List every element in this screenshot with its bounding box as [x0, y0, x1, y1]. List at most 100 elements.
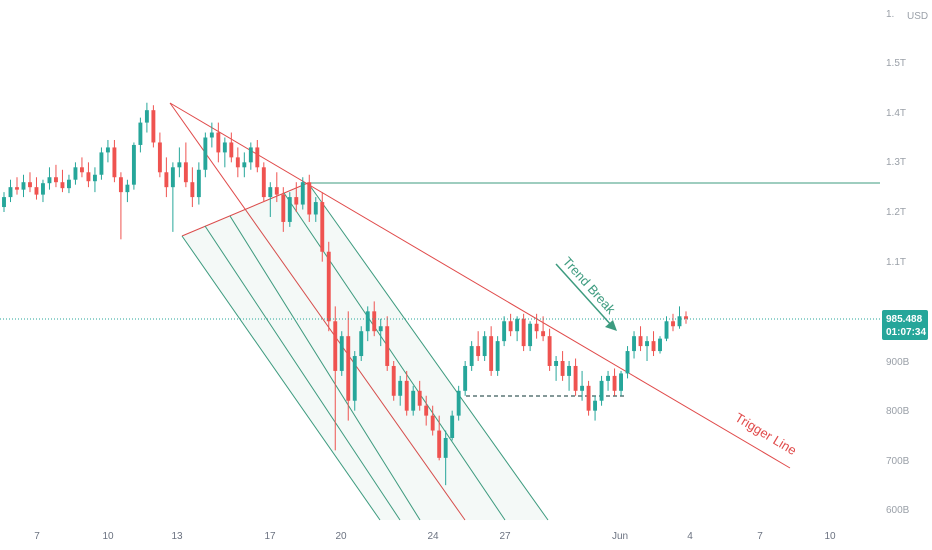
currency-label: USD	[907, 11, 928, 22]
candle	[41, 179, 45, 203]
x-tick-label: 20	[335, 531, 347, 542]
candle	[248, 142, 253, 170]
candle	[2, 192, 6, 212]
candle	[541, 316, 546, 342]
y-tick-label: 900B	[886, 357, 910, 368]
candle	[625, 346, 630, 379]
y-tick-label: 700B	[886, 456, 910, 467]
candle	[333, 306, 338, 451]
candle	[547, 328, 552, 371]
candle	[339, 331, 344, 376]
candle	[261, 162, 266, 203]
candle	[528, 321, 533, 352]
trigger-line-label: Trigger Line	[732, 410, 799, 458]
x-tick-label: 7	[757, 531, 763, 542]
candle	[437, 415, 442, 461]
candle	[430, 405, 435, 436]
candle	[34, 177, 39, 200]
candle	[521, 313, 526, 352]
candle	[398, 375, 403, 406]
x-tick-label: 4	[687, 531, 693, 542]
candle	[320, 192, 325, 262]
candle	[593, 395, 598, 421]
candle	[599, 375, 604, 406]
candle	[313, 197, 318, 222]
trend-break-arrow[interactable]	[555, 263, 613, 327]
candle	[651, 331, 656, 357]
candle	[307, 174, 312, 222]
candle	[151, 105, 156, 148]
candle	[476, 331, 481, 361]
candle	[196, 162, 201, 205]
candle	[417, 380, 422, 411]
candle	[573, 358, 578, 396]
candle	[229, 132, 234, 163]
pitchfork-fill	[182, 183, 548, 520]
candle	[294, 182, 299, 212]
candle	[612, 368, 617, 396]
candle	[73, 162, 78, 185]
candle	[118, 172, 123, 240]
y-tick-label: 1.2T	[886, 207, 906, 218]
candle	[632, 331, 636, 359]
candle	[365, 306, 370, 342]
pitchfork-tine-4[interactable]	[204, 225, 401, 521]
trend-break-label: Trend Break	[560, 254, 619, 317]
candle	[352, 351, 357, 411]
pitchfork-handle[interactable]	[181, 182, 309, 237]
x-tick-label: Jun	[612, 531, 628, 542]
candle	[255, 139, 260, 173]
candle	[391, 361, 396, 401]
candle	[638, 326, 643, 352]
pitchfork-lower-tine[interactable]	[181, 235, 381, 521]
trigger-line[interactable]	[169, 102, 791, 469]
x-tick-label: 10	[824, 531, 836, 542]
candle	[112, 139, 117, 183]
x-tick-label: 24	[427, 531, 439, 542]
candle	[359, 326, 364, 361]
pitchfork-median[interactable]	[169, 102, 466, 521]
y-tick-label: 1.	[886, 9, 894, 20]
candle	[67, 174, 71, 194]
pitchfork-tine-3[interactable]	[229, 215, 421, 521]
candle	[619, 370, 623, 396]
candle	[502, 316, 507, 347]
drawing-tools[interactable]: Trend Break Trigger Line	[169, 102, 880, 521]
candle	[203, 132, 208, 178]
candle	[489, 326, 494, 376]
candle	[47, 167, 52, 190]
candle	[144, 102, 149, 133]
y-tick-label: 1.3T	[886, 157, 906, 168]
candle	[645, 336, 649, 361]
arrow-head-icon	[605, 320, 617, 331]
candle	[586, 380, 591, 416]
price-axis[interactable]: 1. 1.5T 1.4T 1.3T 1.2T 1.1T 900B 800B 700B 600B	[886, 9, 910, 516]
candle	[235, 147, 240, 178]
candle	[677, 306, 682, 329]
candle	[300, 177, 305, 210]
pitchfork-upper-tine[interactable]	[307, 182, 549, 521]
candle	[131, 142, 136, 190]
x-tick-label: 10	[102, 531, 114, 542]
candle	[170, 162, 175, 232]
y-tick-label: 1.5T	[886, 58, 906, 69]
y-tick-label: 1.1T	[886, 257, 906, 268]
candle	[28, 172, 32, 193]
y-tick-label: 800B	[886, 406, 910, 417]
current-price-tag: 985.488 01:07:34	[882, 310, 928, 340]
candle	[463, 361, 468, 396]
candle	[404, 370, 409, 416]
candle	[469, 341, 474, 371]
candle	[216, 122, 221, 163]
candle	[105, 139, 110, 163]
candle	[671, 313, 675, 332]
time-axis[interactable]: 7 10 13 17 20 24 27 Jun 4 7 10	[34, 531, 836, 542]
candle	[242, 152, 247, 178]
candle	[287, 192, 292, 227]
candle	[138, 117, 143, 153]
x-tick-label: 13	[171, 531, 183, 542]
candle	[326, 241, 331, 332]
candle	[482, 331, 487, 361]
